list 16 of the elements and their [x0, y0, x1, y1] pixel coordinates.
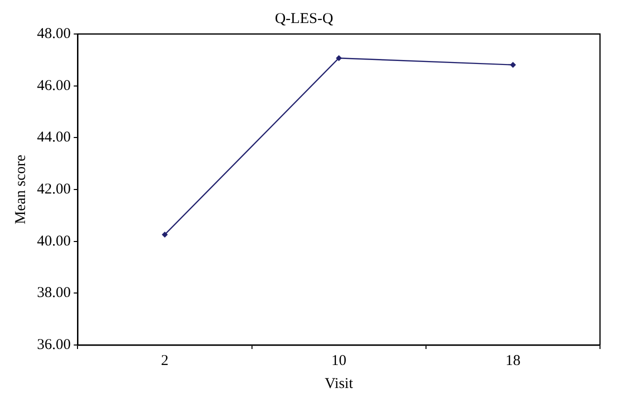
- chart-title: Q-LES-Q: [274, 10, 334, 27]
- y-tick-label: 40.00: [37, 233, 71, 250]
- x-tick-label: 18: [505, 352, 520, 369]
- y-tick-label: 42.00: [37, 181, 71, 198]
- y-tick-label: 36.00: [37, 336, 71, 353]
- point: [510, 62, 516, 68]
- y-tick-label: 46.00: [37, 78, 71, 94]
- y-tick-label: 44.00: [37, 130, 71, 146]
- x-tick-label: 2: [161, 352, 169, 369]
- point: [162, 232, 168, 238]
- y-tick-label: 38.00: [37, 285, 71, 302]
- y-axis-title: Mean score: [12, 154, 29, 224]
- x-axis-title: Visit: [324, 376, 354, 392]
- y-tick-label: 48.00: [37, 26, 71, 42]
- point: [336, 55, 342, 62]
- x-tick-label: 10: [331, 352, 346, 369]
